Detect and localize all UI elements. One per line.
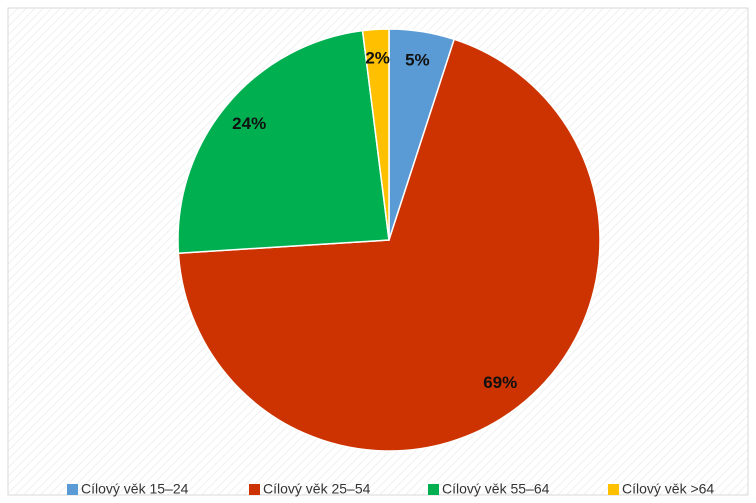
data-label: 2% [365, 48, 390, 67]
legend-label: Cílový věk 55–64 [442, 481, 550, 497]
data-label: 69% [483, 373, 517, 392]
legend-label: Cílový věk >64 [622, 481, 714, 497]
legend: Cílový věk 15–24 Cílový věk 25–54 Cílový v… [67, 481, 714, 497]
pie-slice [177, 29, 390, 255]
data-label: 5% [405, 50, 430, 69]
pie-slice [361, 28, 390, 241]
legend-swatch [608, 484, 619, 495]
pie-slice [177, 38, 601, 452]
legend-swatch [428, 484, 439, 495]
legend-swatch [249, 484, 260, 495]
legend-label: Cílový věk 15–24 [81, 481, 189, 497]
pie: 5% 69% 24% 2% [177, 28, 601, 452]
legend-swatch [67, 484, 78, 495]
data-label: 24% [232, 114, 266, 133]
legend-label: Cílový věk 25–54 [263, 481, 371, 497]
